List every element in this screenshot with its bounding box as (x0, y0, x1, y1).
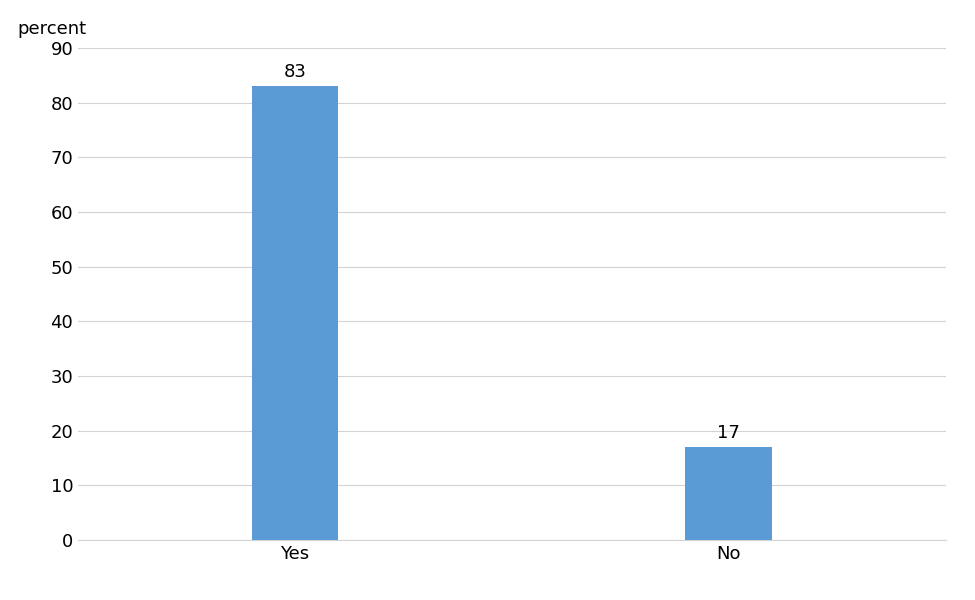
Bar (685, 447, 772, 540)
Bar (252, 86, 338, 540)
Text: 83: 83 (284, 63, 306, 81)
Text: percent: percent (18, 20, 87, 38)
Text: 17: 17 (718, 424, 740, 442)
